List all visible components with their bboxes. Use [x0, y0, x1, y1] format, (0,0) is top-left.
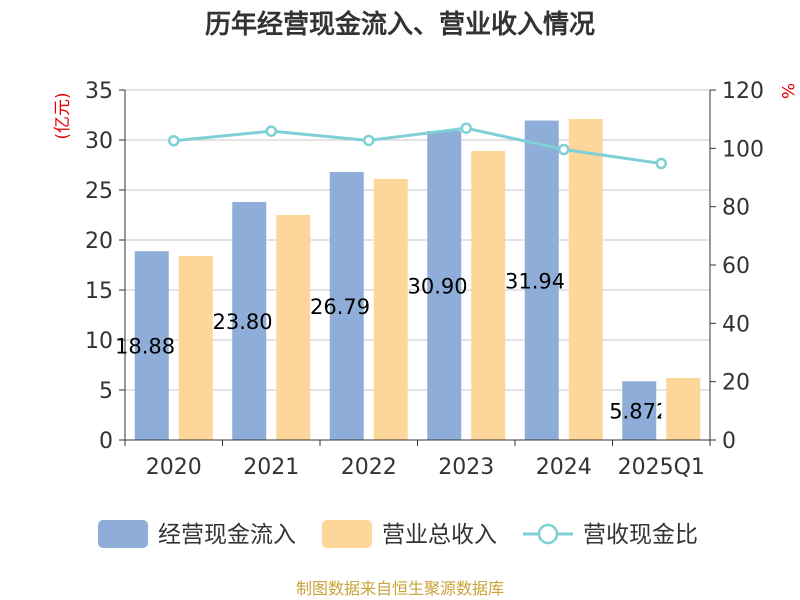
- x-tick-label: 2020: [146, 455, 202, 480]
- bar: [276, 215, 311, 440]
- ratio-point: [558, 143, 570, 156]
- data-label: 30.908: [408, 274, 481, 298]
- legend-swatch: [322, 520, 372, 548]
- right-tick-label: 100: [722, 137, 764, 162]
- left-axis-unit: (亿元): [53, 92, 73, 139]
- bar: [134, 251, 169, 440]
- right-tick-label: 80: [722, 196, 750, 221]
- x-tick-label: 2025Q1: [618, 455, 705, 480]
- ratio-point: [168, 135, 180, 147]
- data-label: 5.872: [609, 400, 669, 424]
- ratio-line-path: [173, 126, 662, 165]
- right-axis-unit: %: [777, 83, 797, 99]
- right-tick-label: 0: [722, 429, 736, 454]
- ratio-point: [265, 125, 277, 137]
- legend-label: 营收现金比: [583, 522, 698, 548]
- x-tick-label: 2024: [536, 455, 592, 480]
- bar: [666, 378, 701, 440]
- bar: [427, 130, 462, 441]
- legend-label: 营业总收入: [382, 522, 497, 548]
- data-label: 26.796: [310, 295, 383, 319]
- right-tick-label: 120: [722, 79, 764, 104]
- left-tick-label: 10: [85, 329, 113, 354]
- left-tick-label: 15: [85, 279, 113, 304]
- data-label: 31.946: [505, 269, 578, 293]
- left-tick-label: 5: [99, 379, 113, 404]
- ratio-point: [655, 157, 667, 170]
- x-tick-label: 2023: [438, 455, 494, 480]
- chart-title: 历年经营现金流入、营业收入情况: [205, 9, 595, 40]
- bar: [329, 172, 364, 441]
- legend-label: 经营现金流入: [158, 522, 296, 548]
- bars: [134, 119, 701, 441]
- bar: [622, 381, 657, 440]
- bar: [232, 201, 267, 440]
- left-tick-label: 35: [85, 79, 113, 104]
- ratio-point: [460, 122, 472, 134]
- legend-swatch: [98, 520, 148, 548]
- bar: [373, 179, 408, 440]
- legend-marker: [537, 523, 559, 545]
- ratio-point: [363, 134, 375, 147]
- right-tick-label: 20: [722, 371, 750, 396]
- bar: [178, 256, 213, 440]
- bar: [471, 151, 506, 440]
- data-labels: 18.884 23.803 26.796 30.908 31.946 5.872: [115, 269, 669, 424]
- legend: 经营现金流入 营业总收入 营收现金比: [98, 520, 698, 548]
- left-tick-label: 20: [85, 229, 113, 254]
- ratio-line: [168, 122, 667, 170]
- data-label: 18.884: [115, 335, 188, 359]
- bar: [524, 120, 559, 440]
- x-tick-label: 2021: [243, 455, 299, 480]
- bar: [568, 119, 603, 440]
- data-label: 23.803: [213, 310, 286, 334]
- left-tick-label: 30: [85, 129, 113, 154]
- right-tick-label: 40: [722, 312, 750, 337]
- source-note: 制图数据来自恒生聚源数据库: [296, 579, 504, 598]
- gridlines: [125, 89, 710, 441]
- right-tick-label: 60: [722, 254, 750, 279]
- left-tick-label: 25: [85, 179, 113, 204]
- axes: 0 5 10 15 20 25 30 35 0 20 40 60 80 100 120 2020 2021 202…: [85, 79, 764, 480]
- left-tick-label: 0: [99, 429, 113, 454]
- x-tick-label: 2022: [341, 455, 397, 480]
